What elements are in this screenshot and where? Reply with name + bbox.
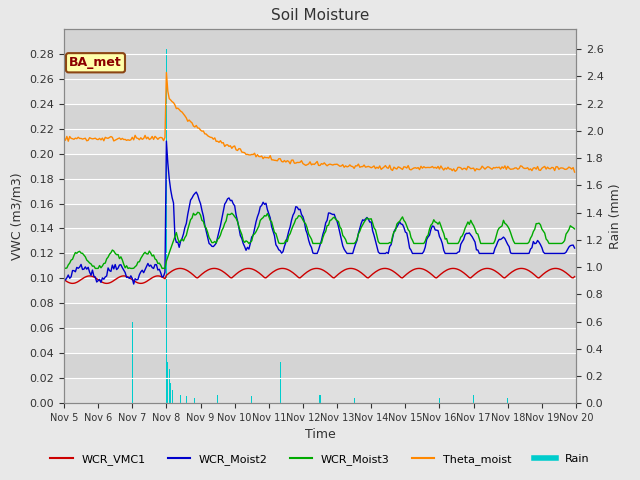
Bar xyxy=(217,395,218,403)
Bar xyxy=(64,378,576,403)
Bar xyxy=(64,79,576,104)
Bar xyxy=(167,362,168,403)
Bar xyxy=(353,398,355,403)
Bar xyxy=(319,395,321,403)
Bar xyxy=(63,349,65,403)
Bar xyxy=(180,395,181,403)
X-axis label: Time: Time xyxy=(305,429,335,442)
Bar xyxy=(64,328,576,353)
Bar xyxy=(64,278,576,303)
Bar xyxy=(132,322,133,403)
Bar xyxy=(439,398,440,403)
Bar xyxy=(186,396,187,403)
Y-axis label: Rain (mm): Rain (mm) xyxy=(609,183,622,249)
Text: BA_met: BA_met xyxy=(69,56,122,69)
Bar xyxy=(172,390,173,403)
Bar xyxy=(507,398,508,403)
Legend: WCR_VMC1, WCR_Moist2, WCR_Moist3, Theta_moist, Rain: WCR_VMC1, WCR_Moist2, WCR_Moist3, Theta_… xyxy=(46,450,594,469)
Bar xyxy=(64,228,576,253)
Bar xyxy=(280,362,281,403)
Bar xyxy=(64,129,576,154)
Bar xyxy=(473,395,474,403)
Bar xyxy=(251,396,252,403)
Title: Soil Moisture: Soil Moisture xyxy=(271,9,369,24)
Bar xyxy=(166,49,167,403)
Bar xyxy=(170,383,172,403)
Y-axis label: VWC (m3/m3): VWC (m3/m3) xyxy=(11,172,24,260)
Bar xyxy=(169,369,170,403)
Bar xyxy=(64,179,576,204)
